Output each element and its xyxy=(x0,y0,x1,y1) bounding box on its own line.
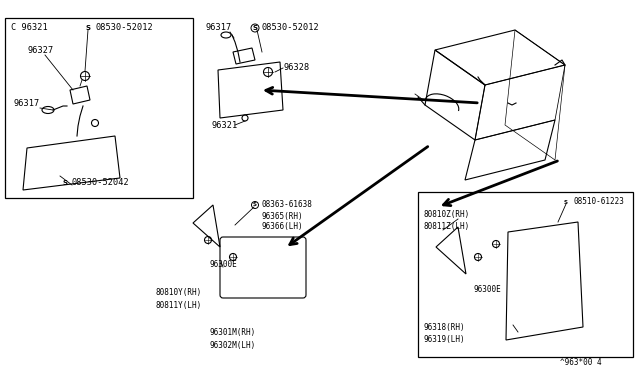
Bar xyxy=(5,18,193,198)
Text: 80811Z(LH): 80811Z(LH) xyxy=(423,222,469,231)
Text: 96301M(RH): 96301M(RH) xyxy=(210,328,256,337)
Text: 96302M(LH): 96302M(LH) xyxy=(210,341,256,350)
Text: 08363-61638: 08363-61638 xyxy=(261,200,312,209)
Text: 96328: 96328 xyxy=(283,63,309,72)
Text: S: S xyxy=(253,202,257,208)
Text: 96321: 96321 xyxy=(212,121,238,130)
Text: 96365(RH): 96365(RH) xyxy=(261,212,303,221)
Text: S: S xyxy=(564,199,568,205)
Text: S: S xyxy=(86,25,90,31)
Text: 96300E: 96300E xyxy=(210,260,237,269)
Text: 96318(RH): 96318(RH) xyxy=(423,323,465,332)
Text: 08510-61223: 08510-61223 xyxy=(573,197,624,206)
Text: 96327: 96327 xyxy=(27,46,53,55)
Text: 96300E: 96300E xyxy=(473,285,500,294)
Text: C 96321: C 96321 xyxy=(11,23,48,32)
Text: 96317: 96317 xyxy=(13,99,39,108)
Text: 80811Y(LH): 80811Y(LH) xyxy=(155,301,201,310)
Text: 96317: 96317 xyxy=(205,23,231,32)
Text: S: S xyxy=(63,180,67,186)
Text: 08530-52012: 08530-52012 xyxy=(95,23,153,32)
Bar xyxy=(418,192,633,357)
Text: S: S xyxy=(253,25,257,31)
Text: 80810Y(RH): 80810Y(RH) xyxy=(155,288,201,297)
Text: 96319(LH): 96319(LH) xyxy=(423,335,465,344)
Text: 96366(LH): 96366(LH) xyxy=(261,222,303,231)
Text: 08530-52012: 08530-52012 xyxy=(262,23,320,32)
Text: 08530-52042: 08530-52042 xyxy=(72,178,130,187)
Text: 80810Z(RH): 80810Z(RH) xyxy=(423,210,469,219)
Text: ^963*00 4: ^963*00 4 xyxy=(560,358,602,367)
